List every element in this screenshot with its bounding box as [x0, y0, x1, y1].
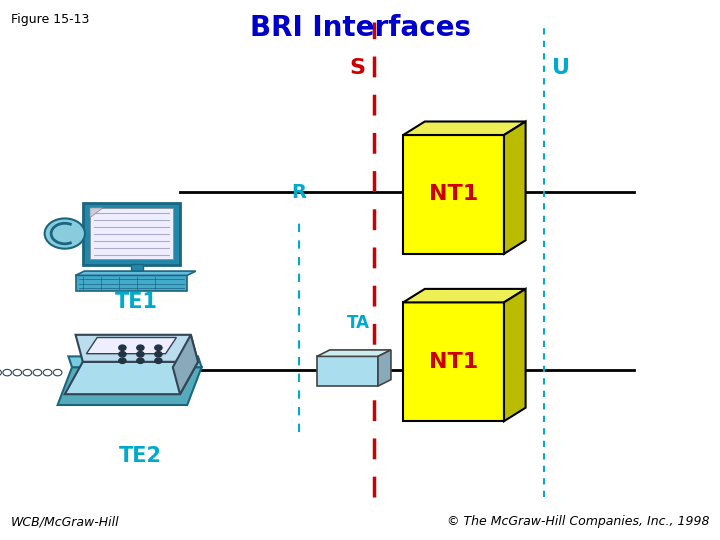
- Text: BRI Interfaces: BRI Interfaces: [250, 14, 470, 42]
- Circle shape: [23, 369, 32, 376]
- Circle shape: [3, 369, 12, 376]
- Polygon shape: [173, 335, 198, 394]
- Text: U: U: [552, 57, 570, 78]
- Polygon shape: [58, 367, 202, 405]
- Text: WCB/McGraw-Hill: WCB/McGraw-Hill: [11, 515, 120, 528]
- Polygon shape: [86, 338, 176, 354]
- Text: TE2: TE2: [119, 446, 162, 465]
- Circle shape: [155, 358, 162, 363]
- Text: TE1: TE1: [115, 292, 158, 312]
- Circle shape: [119, 345, 126, 350]
- Polygon shape: [68, 356, 202, 367]
- Circle shape: [137, 345, 144, 350]
- Text: NT1: NT1: [429, 184, 478, 205]
- Polygon shape: [317, 350, 391, 356]
- Circle shape: [0, 369, 1, 376]
- Polygon shape: [76, 335, 198, 362]
- Text: Figure 15-13: Figure 15-13: [11, 14, 89, 26]
- Circle shape: [137, 352, 144, 357]
- Polygon shape: [65, 362, 198, 394]
- Polygon shape: [403, 122, 526, 135]
- Circle shape: [45, 218, 85, 249]
- Circle shape: [155, 345, 162, 350]
- Polygon shape: [378, 350, 391, 386]
- Polygon shape: [504, 289, 526, 421]
- Bar: [90, 208, 173, 259]
- Polygon shape: [90, 208, 103, 218]
- Circle shape: [43, 369, 52, 376]
- Bar: [83, 202, 180, 265]
- Bar: [403, 135, 504, 254]
- Text: S: S: [350, 57, 366, 78]
- Bar: [403, 302, 504, 421]
- Polygon shape: [504, 122, 526, 254]
- Circle shape: [119, 358, 126, 363]
- Bar: [131, 264, 143, 274]
- Text: NT1: NT1: [429, 352, 478, 372]
- Circle shape: [33, 369, 42, 376]
- Text: © The McGraw-Hill Companies, Inc., 1998: © The McGraw-Hill Companies, Inc., 1998: [446, 515, 709, 528]
- Text: TA: TA: [347, 314, 369, 332]
- Circle shape: [53, 369, 62, 376]
- Circle shape: [155, 352, 162, 357]
- Bar: [317, 356, 378, 386]
- Text: R: R: [292, 184, 306, 202]
- Polygon shape: [76, 271, 196, 275]
- Circle shape: [137, 358, 144, 363]
- Circle shape: [119, 352, 126, 357]
- Polygon shape: [403, 289, 526, 302]
- Bar: [76, 275, 187, 291]
- Circle shape: [13, 369, 22, 376]
